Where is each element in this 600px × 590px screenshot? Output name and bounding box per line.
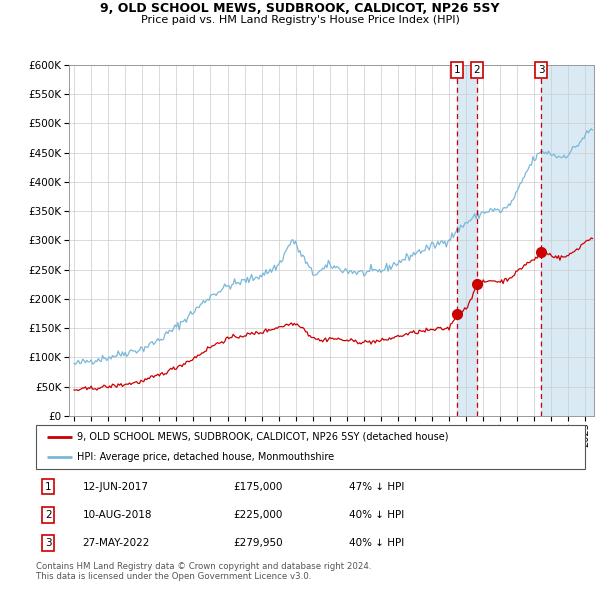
- Text: 40% ↓ HPI: 40% ↓ HPI: [349, 538, 404, 548]
- Text: 9, OLD SCHOOL MEWS, SUDBROOK, CALDICOT, NP26 5SY: 9, OLD SCHOOL MEWS, SUDBROOK, CALDICOT, …: [100, 2, 500, 15]
- Text: £175,000: £175,000: [233, 481, 283, 491]
- Bar: [457, 65, 477, 416]
- Text: 27-MAY-2022: 27-MAY-2022: [83, 538, 150, 548]
- Text: 9, OLD SCHOOL MEWS, SUDBROOK, CALDICOT, NP26 5SY (detached house): 9, OLD SCHOOL MEWS, SUDBROOK, CALDICOT, …: [77, 432, 449, 442]
- Text: 1: 1: [45, 481, 52, 491]
- Text: 10-AUG-2018: 10-AUG-2018: [83, 510, 152, 520]
- Text: 40% ↓ HPI: 40% ↓ HPI: [349, 510, 404, 520]
- Text: 2: 2: [473, 65, 480, 75]
- Text: Price paid vs. HM Land Registry's House Price Index (HPI): Price paid vs. HM Land Registry's House …: [140, 15, 460, 25]
- Text: Contains HM Land Registry data © Crown copyright and database right 2024.: Contains HM Land Registry data © Crown c…: [36, 562, 371, 571]
- Text: 2: 2: [45, 510, 52, 520]
- Text: 1: 1: [454, 65, 460, 75]
- FancyBboxPatch shape: [36, 425, 585, 469]
- Text: HPI: Average price, detached house, Monmouthshire: HPI: Average price, detached house, Monm…: [77, 452, 334, 462]
- Bar: [541, 65, 600, 416]
- Text: 3: 3: [538, 65, 545, 75]
- Text: £225,000: £225,000: [233, 510, 283, 520]
- Text: 3: 3: [45, 538, 52, 548]
- Text: 47% ↓ HPI: 47% ↓ HPI: [349, 481, 404, 491]
- Text: £279,950: £279,950: [233, 538, 283, 548]
- Text: This data is licensed under the Open Government Licence v3.0.: This data is licensed under the Open Gov…: [36, 572, 311, 581]
- Text: 12-JUN-2017: 12-JUN-2017: [83, 481, 149, 491]
